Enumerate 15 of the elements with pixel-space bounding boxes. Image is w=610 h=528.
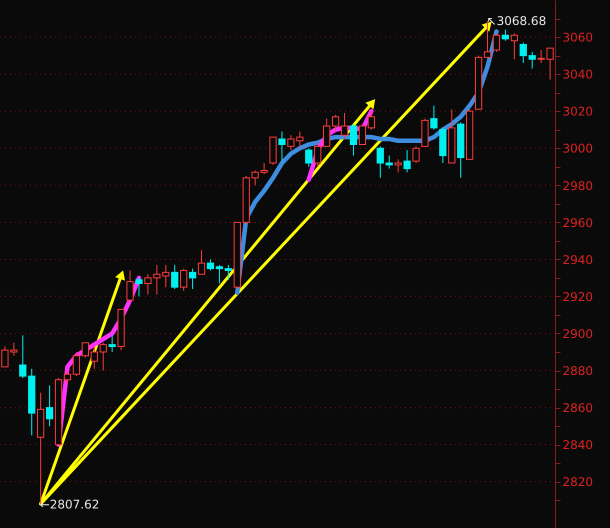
y-tick-label: 2920 — [562, 290, 594, 304]
y-tick-label: 3040 — [562, 68, 594, 82]
y-tick-label: 2840 — [562, 438, 594, 452]
y-tick-label: 2980 — [562, 178, 594, 193]
y-tick-label: 3000 — [562, 142, 594, 156]
y-tick-label: 2940 — [562, 252, 594, 267]
y-tick-label: 3060 — [562, 30, 594, 45]
y-tick-label: 3020 — [562, 104, 594, 119]
y-tick-label: 2880 — [562, 364, 594, 378]
annotation: ←2807.62 — [40, 498, 100, 512]
annotation: ↖3068.68 — [486, 14, 546, 28]
y-tick-label: 2900 — [562, 326, 594, 341]
y-tick-label: 2860 — [562, 401, 594, 416]
y-tick-label: 2820 — [562, 475, 594, 490]
y-tick-label: 2960 — [562, 216, 594, 230]
